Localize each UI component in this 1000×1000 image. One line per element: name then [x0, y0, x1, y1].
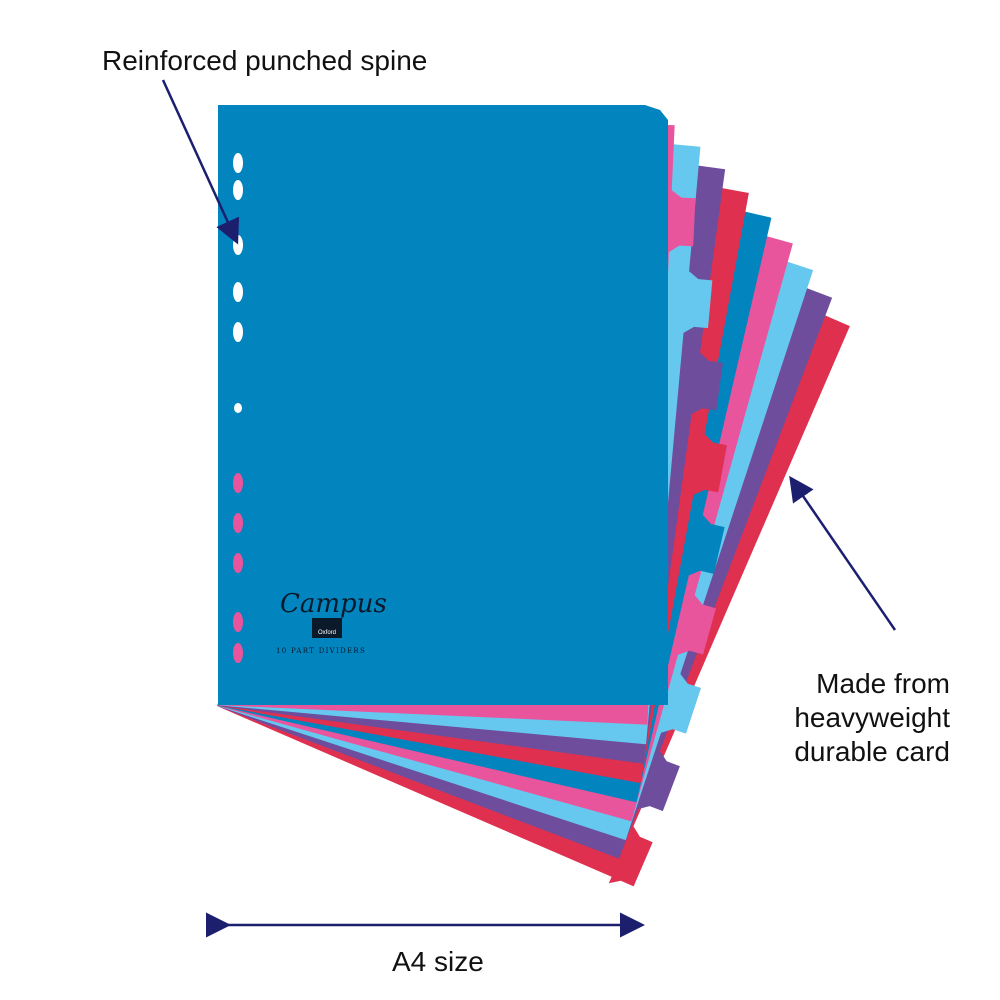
punch-hole [233, 180, 243, 200]
punch-hole [233, 513, 243, 533]
punch-hole [233, 553, 243, 573]
campus-logo: Campus Oxford 10 PART DIVIDERS [276, 589, 387, 655]
material-arrow [789, 475, 897, 631]
punch-hole [233, 322, 243, 342]
logo-subtitle: 10 PART DIVIDERS [276, 647, 366, 655]
front-sheet [218, 105, 668, 705]
punch-hole [234, 403, 242, 413]
logo-badge: Oxford [318, 630, 336, 636]
logo-brand: Campus [280, 589, 387, 619]
punch-hole [233, 612, 243, 632]
material-line-2: heavyweight [794, 702, 950, 733]
punch-hole [233, 643, 243, 663]
punch-hole [233, 282, 243, 302]
punch-hole [233, 473, 243, 493]
size-callout: A4 size [392, 946, 484, 977]
material-callout: Made from heavyweight durable card [794, 667, 950, 769]
spine-callout: Reinforced punched spine [102, 45, 428, 76]
punch-hole [233, 153, 243, 173]
oxford-badge [312, 618, 342, 638]
spine-arrow [161, 79, 240, 245]
material-line-3: durable card [794, 736, 950, 767]
front-divider-sheet [218, 105, 668, 705]
material-line-1: Made from [816, 668, 950, 699]
